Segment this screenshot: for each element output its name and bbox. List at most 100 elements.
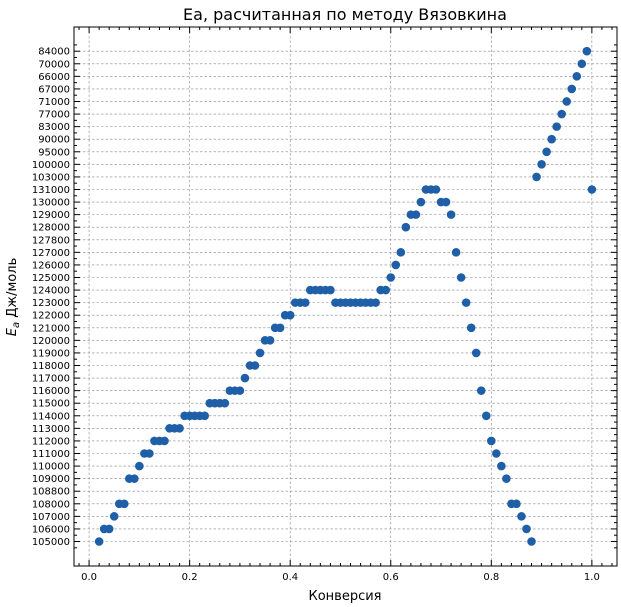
y-axis-title-symbol: E: [5, 327, 20, 336]
data-point: [396, 248, 406, 257]
y-tick-label: 66000: [38, 72, 70, 83]
x-axis-title: Конверсия: [308, 589, 381, 604]
data-point: [255, 348, 265, 358]
data-point: [587, 185, 597, 194]
data-point: [492, 449, 501, 458]
data-point: [446, 210, 456, 219]
data-point: [456, 273, 466, 282]
data-point: [145, 449, 154, 458]
y-tick-label: 121000: [32, 323, 70, 334]
y-tick-label: 126000: [32, 260, 70, 271]
data-point: [175, 424, 184, 433]
y-tick-label: 125000: [32, 273, 70, 284]
y-tick-label: 131000: [32, 185, 70, 196]
data-point: [577, 59, 587, 69]
y-tick-label: 70000: [38, 59, 70, 70]
y-tick-label: 109000: [32, 474, 70, 485]
data-point: [532, 172, 541, 182]
data-point: [265, 336, 275, 345]
y-tick-label: 114000: [32, 411, 70, 422]
y-tick-label: 112000: [32, 436, 70, 447]
data-point: [451, 248, 461, 257]
data-point: [160, 436, 169, 446]
data-point: [527, 537, 536, 546]
y-tick-label: 124000: [32, 286, 70, 297]
y-tick-label: 103000: [32, 172, 70, 183]
y-tick-label: 90000: [38, 135, 70, 146]
y-tick-label: 118000: [32, 361, 70, 372]
y-tick-label: 108000: [32, 499, 70, 510]
data-point: [481, 411, 491, 421]
data-point: [235, 386, 245, 395]
x-tick-labels: 0.0 0.2 0.4 0.6 0.8 1.0: [81, 572, 600, 583]
data-point: [431, 185, 441, 194]
data-point: [517, 512, 526, 521]
data-point: [130, 474, 139, 483]
axis-ticks: [74, 27, 617, 566]
data-point: [557, 109, 566, 119]
y-tick-label: 83000: [38, 122, 70, 133]
data-point: [94, 537, 104, 546]
y-tick-label: 110000: [32, 462, 70, 473]
y-tick-label: 105000: [32, 537, 70, 548]
y-tick-label: 127800: [32, 235, 70, 246]
data-point: [537, 160, 546, 169]
y-tick-label: 77000: [38, 110, 70, 121]
y-tick-label: 106000: [32, 524, 70, 535]
data-point: [411, 210, 421, 219]
data-point: [200, 411, 210, 421]
y-tick-label: 111000: [32, 449, 70, 460]
data-point: [250, 361, 260, 370]
data-point: [391, 260, 401, 270]
data-point: [240, 373, 250, 383]
data-point: [476, 386, 486, 395]
data-point: [497, 461, 506, 471]
y-tick-label: 107000: [32, 512, 70, 523]
y-tick-label: 130000: [32, 198, 70, 209]
grid-lines: [74, 27, 617, 566]
x-tick-label: 0.6: [383, 572, 399, 583]
data-point: [582, 46, 592, 56]
data-point: [326, 285, 335, 295]
data-point: [552, 122, 561, 131]
y-tick-label: 84000: [38, 47, 70, 58]
data-point: [386, 273, 396, 282]
x-tick-label: 0.0: [81, 572, 97, 583]
y-tick-label: 95000: [38, 147, 70, 158]
y-axis-title-subscript: a: [11, 322, 22, 328]
y-tick-label: 129000: [32, 210, 70, 221]
y-tick-label: 127000: [32, 248, 70, 259]
data-point: [300, 298, 310, 307]
y-axis-title: Ea Дж/моль: [5, 258, 22, 336]
data-point: [572, 72, 582, 81]
y-tick-label: 113000: [32, 424, 70, 435]
y-tick-label: 128000: [32, 223, 70, 234]
data-point: [220, 398, 230, 408]
y-tick-label: 116000: [32, 386, 70, 397]
data-point: [567, 84, 577, 94]
data-point: [285, 310, 295, 320]
y-tick-label: 120000: [32, 336, 70, 347]
data-point: [461, 298, 471, 307]
x-tick-label: 0.4: [282, 572, 298, 583]
x-tick-label: 1.0: [584, 572, 600, 583]
x-tick-label: 0.8: [483, 572, 499, 583]
y-tick-label: 67000: [38, 84, 70, 95]
data-point: [401, 222, 411, 232]
data-point: [502, 474, 511, 483]
data-point: [135, 461, 144, 471]
y-tick-label: 123000: [32, 298, 70, 309]
y-axis-title-unit: Дж/моль: [5, 258, 20, 322]
data-point: [512, 499, 521, 509]
data-point: [542, 147, 551, 157]
data-point: [471, 348, 481, 358]
data-point: [119, 499, 129, 509]
data-point: [547, 134, 556, 144]
data-points: [94, 46, 597, 546]
data-point: [487, 436, 496, 446]
data-point: [416, 197, 426, 207]
data-point: [522, 524, 531, 534]
data-point: [381, 285, 391, 295]
data-point: [441, 197, 451, 207]
